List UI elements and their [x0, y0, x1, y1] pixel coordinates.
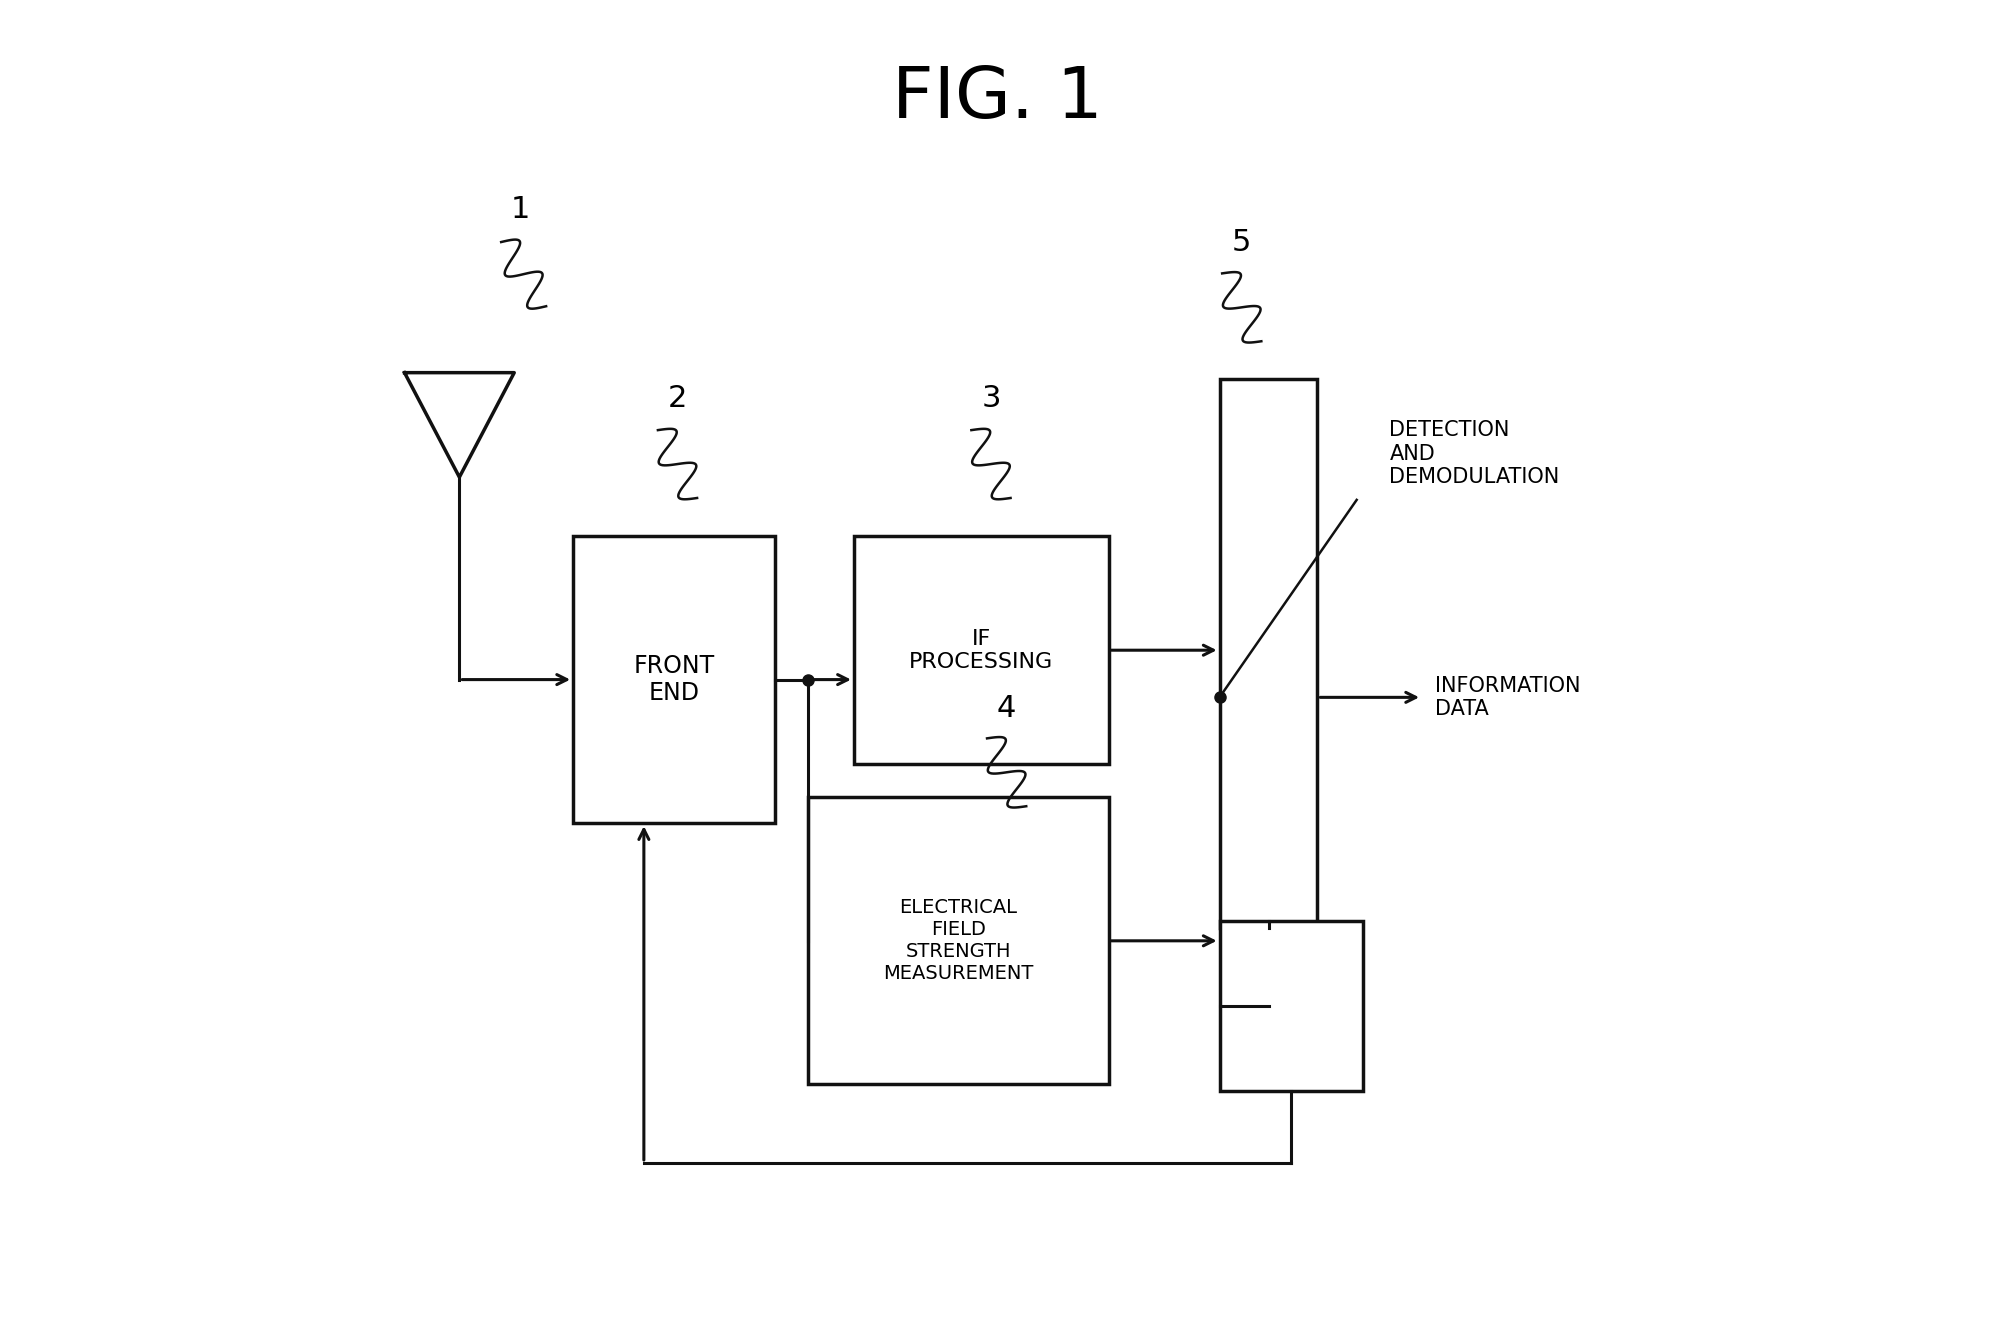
- Text: FIG. 1: FIG. 1: [892, 63, 1103, 133]
- Bar: [854, 536, 1109, 764]
- Text: 5: 5: [1233, 227, 1251, 256]
- Bar: [1219, 921, 1363, 1092]
- Text: ELECTRICAL
FIELD
STRENGTH
MEASUREMENT: ELECTRICAL FIELD STRENGTH MEASUREMENT: [884, 899, 1033, 983]
- Text: FRONT
END: FRONT END: [634, 653, 714, 705]
- Text: INFORMATION
DATA: INFORMATION DATA: [1434, 676, 1580, 719]
- Text: 3: 3: [982, 384, 1001, 413]
- Text: IF
PROCESSING: IF PROCESSING: [910, 628, 1053, 672]
- Bar: [1219, 379, 1317, 928]
- Text: 2: 2: [668, 384, 686, 413]
- Text: DETECTION
AND
DEMODULATION: DETECTION AND DEMODULATION: [1389, 420, 1560, 487]
- Text: 4: 4: [998, 694, 1015, 723]
- Bar: [573, 536, 776, 824]
- Text: 1: 1: [511, 195, 531, 224]
- Bar: [808, 797, 1109, 1085]
